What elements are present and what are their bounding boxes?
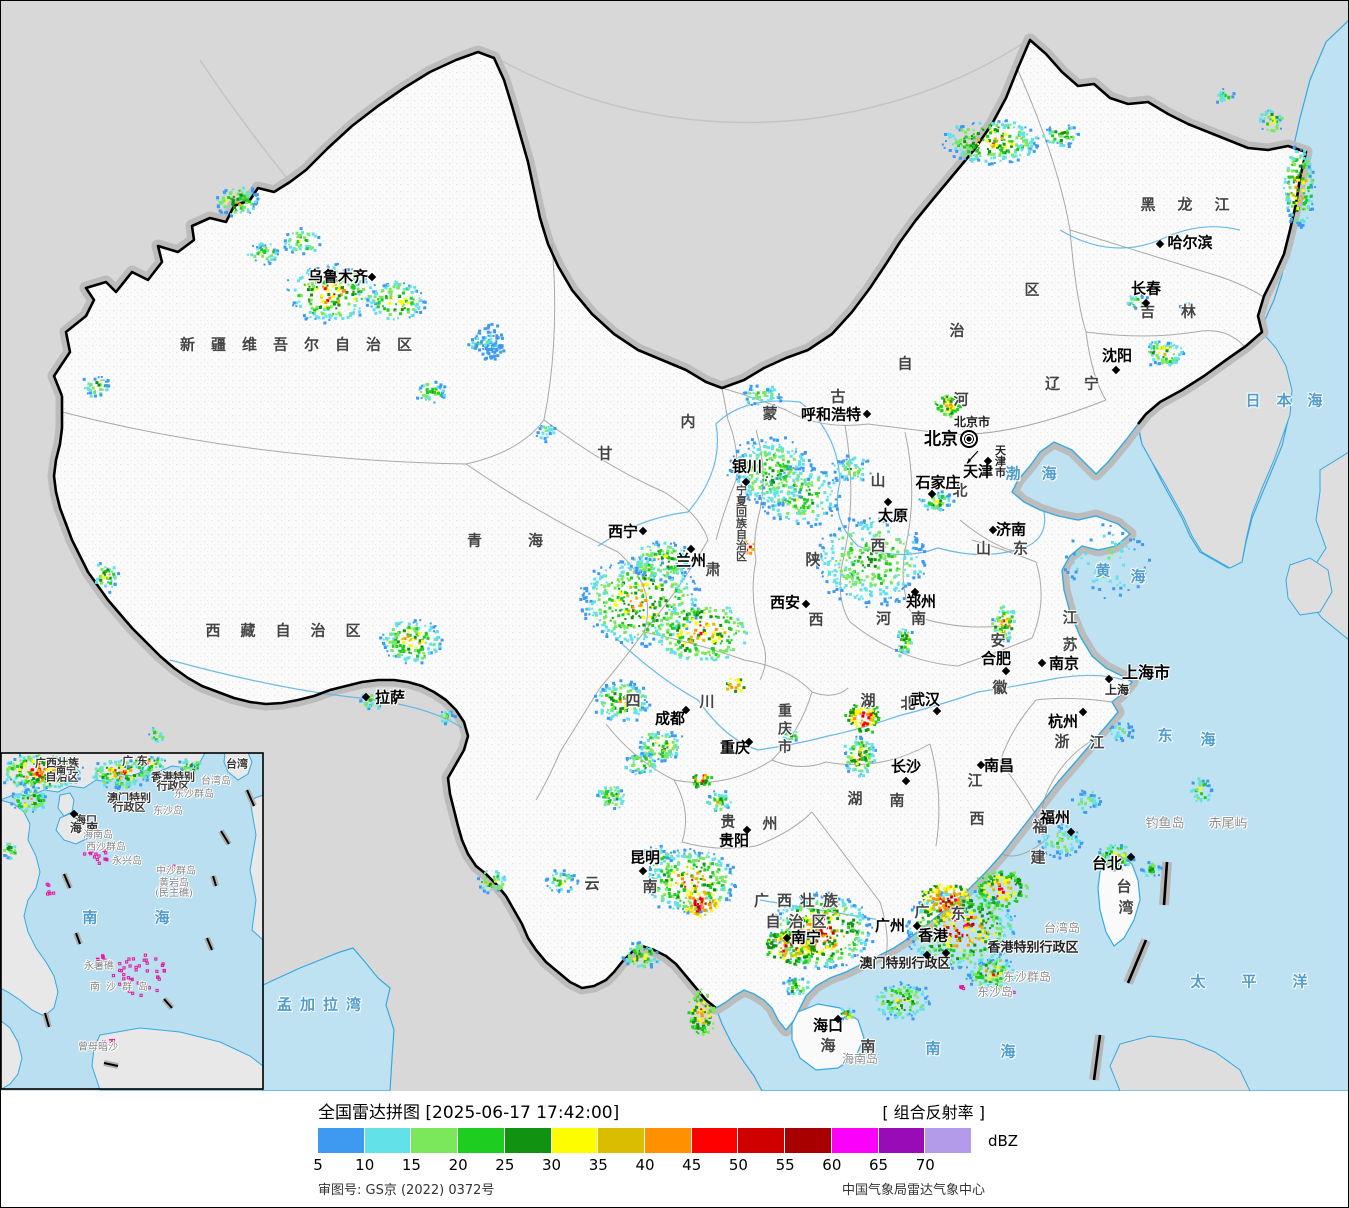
color-scale-segment [831,1128,879,1153]
map-title: 全国雷达拼图 [2025-06-17 17:42:00] [318,1103,620,1123]
scale-tick-label: 15 [401,1156,421,1174]
agency-credit: 中国气象局雷达气象中心 [841,1183,985,1198]
scale-tick-label: 45 [682,1156,702,1174]
color-scale-segment [925,1128,973,1153]
color-scale-segment [318,1128,365,1153]
scale-tick-label: 25 [495,1156,515,1174]
scale-tick-label: 10 [355,1156,375,1174]
product-name: [ 组合反射率 ] [882,1103,985,1122]
color-scale-segment [645,1128,692,1153]
scale-tick-label: 35 [588,1156,608,1174]
scale-tick-label: 60 [822,1156,842,1174]
scale-tick-label: 65 [869,1156,889,1174]
color-scale-segment [551,1128,599,1153]
color-scale-segment [411,1128,459,1153]
color-scale-segment [458,1128,505,1153]
scale-tick-label: 40 [635,1156,655,1174]
scale-tick-label: 5 [313,1156,323,1174]
color-scale-segment [878,1128,926,1153]
scale-tick-label: 70 [915,1156,935,1174]
unit-label: dBZ [988,1132,1019,1150]
color-scale-segment [504,1128,552,1153]
map-geography [0,19,1349,1091]
approval-number: 审图号: GS京 (2022) 0372号 [318,1183,495,1198]
color-scale-segment [691,1128,739,1153]
scale-tick-label: 20 [448,1156,468,1174]
scale-tick-label: 55 [775,1156,795,1174]
color-scale-segment [738,1128,786,1153]
scale-tick-label: 50 [728,1156,748,1174]
color-scale-bar [318,1128,973,1153]
color-scale-ticks: 5 10 15 20 25 30 35 40 45 50 55 60 65 70 [313,1156,1018,1174]
china-radar-map: 黑龙江 吉林 辽宁 新疆维吾尔自治区 西藏自治区 青海甘肃内蒙古自治区宁夏回族自治区陕西山… [0,0,1349,1091]
color-scale-segment [598,1128,646,1153]
color-scale-segment [785,1128,832,1153]
scale-tick-label: 30 [542,1156,562,1174]
legend-panel: 全国雷达拼图 [2025-06-17 17:42:00] [ 组合反射率 ] 5… [0,1091,1349,1208]
color-scale-segment [364,1128,412,1153]
